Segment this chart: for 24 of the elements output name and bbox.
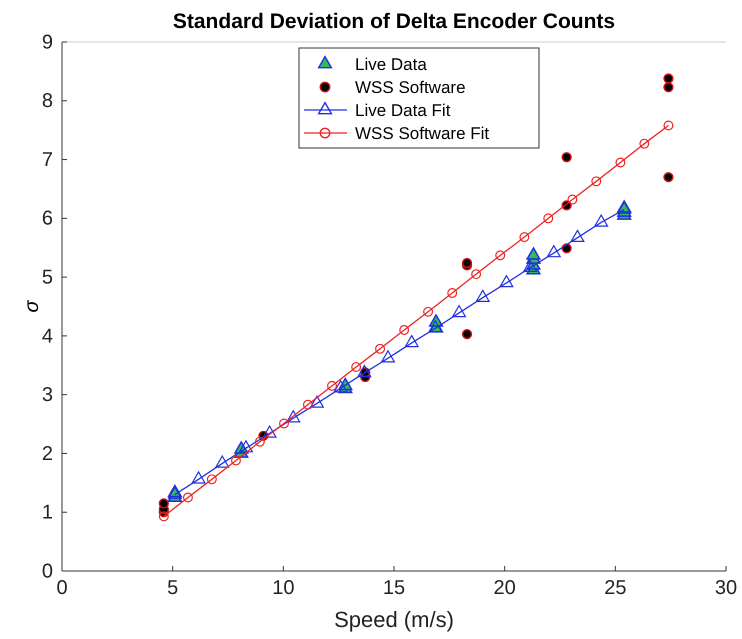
legend-label: WSS Software — [355, 78, 466, 97]
legend-label: Live Data Fit — [355, 101, 451, 120]
x-tick-label: 10 — [272, 577, 294, 600]
legend-label: Live Data — [355, 55, 428, 74]
legend-label: WSS Software Fit — [355, 124, 490, 143]
x-tick-label: 15 — [382, 577, 406, 600]
y-tick-label: 2 — [42, 442, 53, 465]
y-tick-label: 4 — [42, 325, 53, 348]
x-tick-label: 20 — [494, 577, 516, 600]
y-tick-label: 0 — [42, 560, 53, 582]
y-tick-label: 7 — [42, 148, 53, 171]
y-tick-label: 3 — [42, 384, 53, 406]
x-axis-title: Speed (m/s) — [334, 607, 454, 632]
y-axis-title: σ — [21, 300, 43, 313]
x-tick-label: 25 — [604, 577, 626, 600]
x-tick-label: 0 — [56, 577, 68, 600]
x-tick-label: 5 — [167, 577, 178, 600]
y-tick-label: 9 — [42, 31, 53, 54]
y-tick-label: 6 — [42, 208, 53, 230]
y-tick-label: 5 — [42, 266, 53, 289]
y-tick-label: 1 — [42, 502, 53, 524]
x-tick-label: 30 — [714, 577, 738, 600]
chart-title: Standard Deviation of Delta Encoder Counts — [172, 10, 616, 33]
y-tick-label: 8 — [42, 90, 53, 112]
